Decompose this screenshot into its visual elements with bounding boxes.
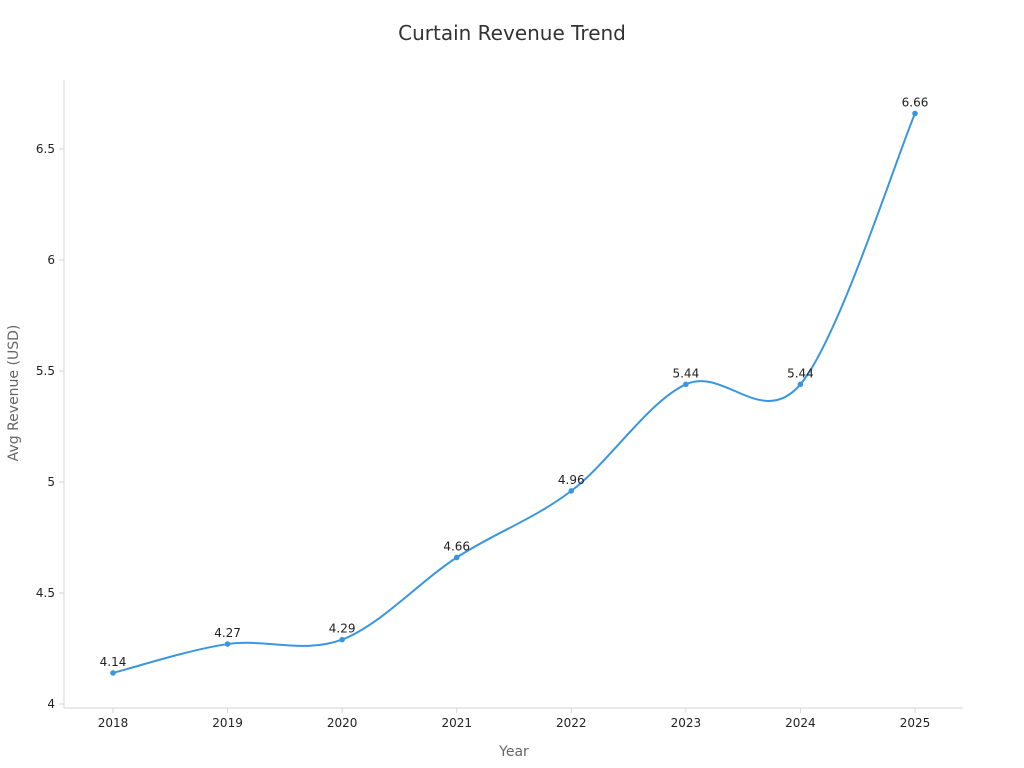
y-tick-label: 4.5	[36, 586, 55, 600]
x-tick-label: 2025	[900, 716, 931, 730]
x-tick-label: 2020	[327, 716, 358, 730]
x-tick-label: 2023	[671, 716, 702, 730]
x-tick-label: 2024	[785, 716, 816, 730]
data-label: 4.27	[214, 626, 241, 640]
y-tick-label: 4	[47, 697, 55, 711]
chart-title: Curtain Revenue Trend	[398, 21, 626, 45]
y-tick-label: 5	[47, 475, 55, 489]
data-label: 4.14	[100, 655, 127, 669]
data-label: 6.66	[902, 95, 929, 109]
data-labels: 4.14 4.27 4.29 4.66 4.96 5.44 5.44 6.66	[100, 95, 929, 668]
x-tick-label: 2019	[212, 716, 243, 730]
y-tick-label: 5.5	[36, 364, 55, 378]
series-line	[112, 113, 916, 674]
x-tick-label: 2018	[98, 716, 129, 730]
data-label: 4.66	[443, 539, 470, 553]
x-axis-ticks: 2018 2019 2020 2021 2022 2023 2024 2025	[98, 708, 931, 730]
y-axis-label: Avg Revenue (USD)	[6, 325, 22, 462]
data-label: 4.96	[558, 473, 585, 487]
y-axis-ticks: 4 4.5 5 5.5 6 6.5	[36, 142, 64, 711]
x-axis-label: Year	[498, 744, 529, 760]
data-point	[912, 110, 918, 117]
data-point	[453, 554, 460, 561]
y-tick-label: 6.5	[36, 142, 55, 156]
data-point	[224, 641, 231, 647]
data-point	[339, 636, 345, 643]
data-point	[568, 488, 575, 494]
y-tick-label: 6	[47, 253, 55, 267]
data-label: 4.29	[329, 622, 356, 636]
data-point	[797, 381, 804, 388]
data-label: 5.44	[787, 366, 814, 380]
data-point	[110, 670, 116, 676]
data-points	[110, 110, 918, 676]
x-tick-label: 2021	[441, 716, 472, 730]
data-point	[683, 381, 689, 388]
x-tick-label: 2022	[556, 716, 587, 730]
data-label: 5.44	[672, 366, 699, 380]
